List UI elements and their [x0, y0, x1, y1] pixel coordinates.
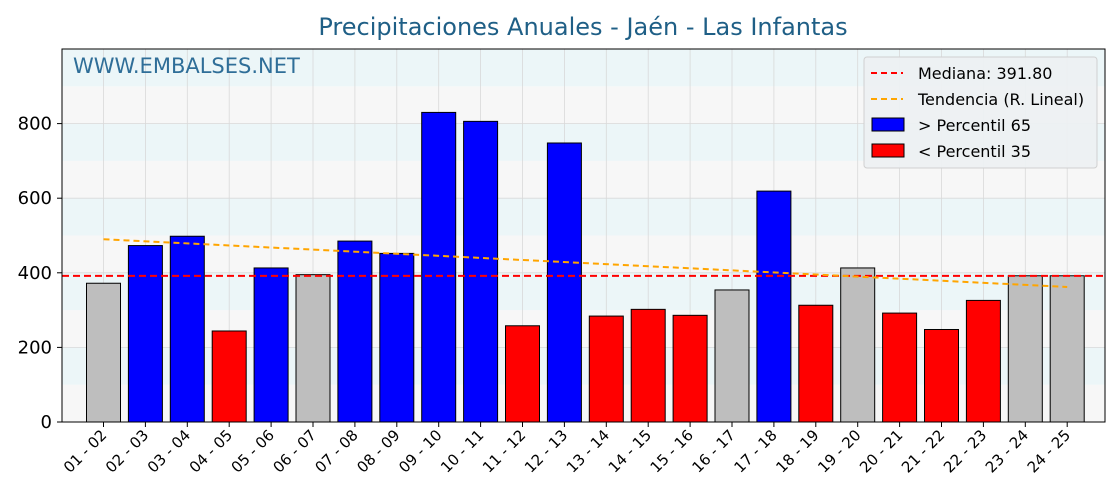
x-tick-label: 12 - 13 — [521, 426, 571, 476]
x-tick-label: 04 - 05 — [186, 426, 236, 476]
bar-08-09 — [379, 252, 415, 423]
x-tick-label: 11 - 12 — [479, 426, 529, 476]
x-tick-label: 18 - 19 — [772, 426, 822, 476]
bar-24-25 — [1049, 275, 1085, 423]
trend-line — [103, 238, 1068, 288]
x-tick-label: 21 - 22 — [898, 426, 948, 476]
bar-21-22 — [924, 328, 959, 423]
bar-04-05 — [211, 330, 247, 423]
x-tick-label: 09 - 10 — [395, 426, 445, 476]
legend-high-label: > Percentil 65 — [918, 116, 1031, 135]
bar-01-02 — [86, 282, 121, 423]
x-tick-label: 10 - 11 — [437, 426, 487, 476]
x-tick-label: 06 - 07 — [270, 426, 320, 476]
reference-lines — [62, 238, 1105, 288]
legend-median-label: Mediana: 391.80 — [918, 64, 1052, 83]
bar-12-13 — [546, 142, 582, 423]
bar-23-24 — [1007, 275, 1043, 423]
bar-15-16 — [672, 314, 708, 423]
x-tick-label: 17 - 18 — [730, 426, 780, 476]
x-tick-label: 16 - 17 — [689, 426, 739, 476]
bar-22-23 — [965, 299, 1001, 423]
x-tick-label: 07 - 08 — [311, 426, 361, 476]
y-tick-label: 800 — [18, 114, 52, 135]
bar-07-08 — [337, 240, 373, 423]
x-tick-label: 14 - 15 — [605, 426, 655, 476]
chart-title: Precipitaciones Anuales - Jaén - Las Inf… — [318, 13, 847, 41]
bar-19-20 — [840, 267, 876, 423]
bar-03-04 — [169, 235, 205, 423]
legend: Mediana: 391.80 Tendencia (R. Lineal) > … — [863, 56, 1098, 169]
bar-09-10 — [421, 111, 457, 423]
bar-16-17 — [714, 289, 750, 423]
y-tick-label: 400 — [18, 263, 52, 284]
x-tick-label: 03 - 04 — [144, 426, 194, 476]
x-tick-label: 05 - 06 — [228, 426, 278, 476]
background-band — [62, 235, 1105, 273]
bar-02-03 — [127, 245, 163, 423]
bar-13-14 — [588, 315, 624, 423]
background-band — [62, 272, 1105, 311]
x-tick-label: 15 - 16 — [647, 426, 697, 476]
y-axis-ticks: 0 200 400 600 800 — [18, 114, 62, 433]
x-tick-label: 13 - 14 — [563, 426, 613, 476]
axes-frame — [61, 48, 1106, 423]
y-tick-label: 200 — [18, 337, 52, 358]
watermark: WWW.EMBALSES.NET — [73, 54, 300, 78]
x-tick-label: 01 - 02 — [60, 426, 110, 476]
bar-14-15 — [630, 308, 666, 423]
bar-18-19 — [798, 304, 834, 423]
legend-low-label: < Percentil 35 — [918, 142, 1031, 161]
bar-20-21 — [882, 312, 918, 423]
x-tick-label: 20 - 21 — [856, 426, 906, 476]
x-tick-label: 19 - 20 — [814, 426, 864, 476]
legend-box — [863, 56, 1098, 169]
legend-trend-label: Tendencia (R. Lineal) — [917, 90, 1084, 109]
x-tick-label: 02 - 03 — [102, 426, 152, 476]
x-tick-label: 24 - 25 — [1024, 426, 1074, 476]
x-tick-label: 23 - 24 — [982, 426, 1032, 476]
bar-05-06 — [253, 267, 289, 423]
x-tick-label: 22 - 23 — [940, 426, 990, 476]
bars — [86, 111, 1085, 423]
legend-high-swatch — [871, 117, 905, 132]
bar-11-12 — [505, 325, 540, 423]
background-band — [62, 198, 1105, 236]
y-tick-label: 600 — [18, 188, 52, 209]
bar-17-18 — [756, 190, 792, 423]
bar-06-07 — [295, 274, 331, 423]
bar-10-11 — [463, 120, 499, 423]
x-tick-label: 08 - 09 — [353, 426, 403, 476]
legend-low-swatch — [871, 143, 905, 158]
y-tick-label: 0 — [41, 412, 52, 433]
